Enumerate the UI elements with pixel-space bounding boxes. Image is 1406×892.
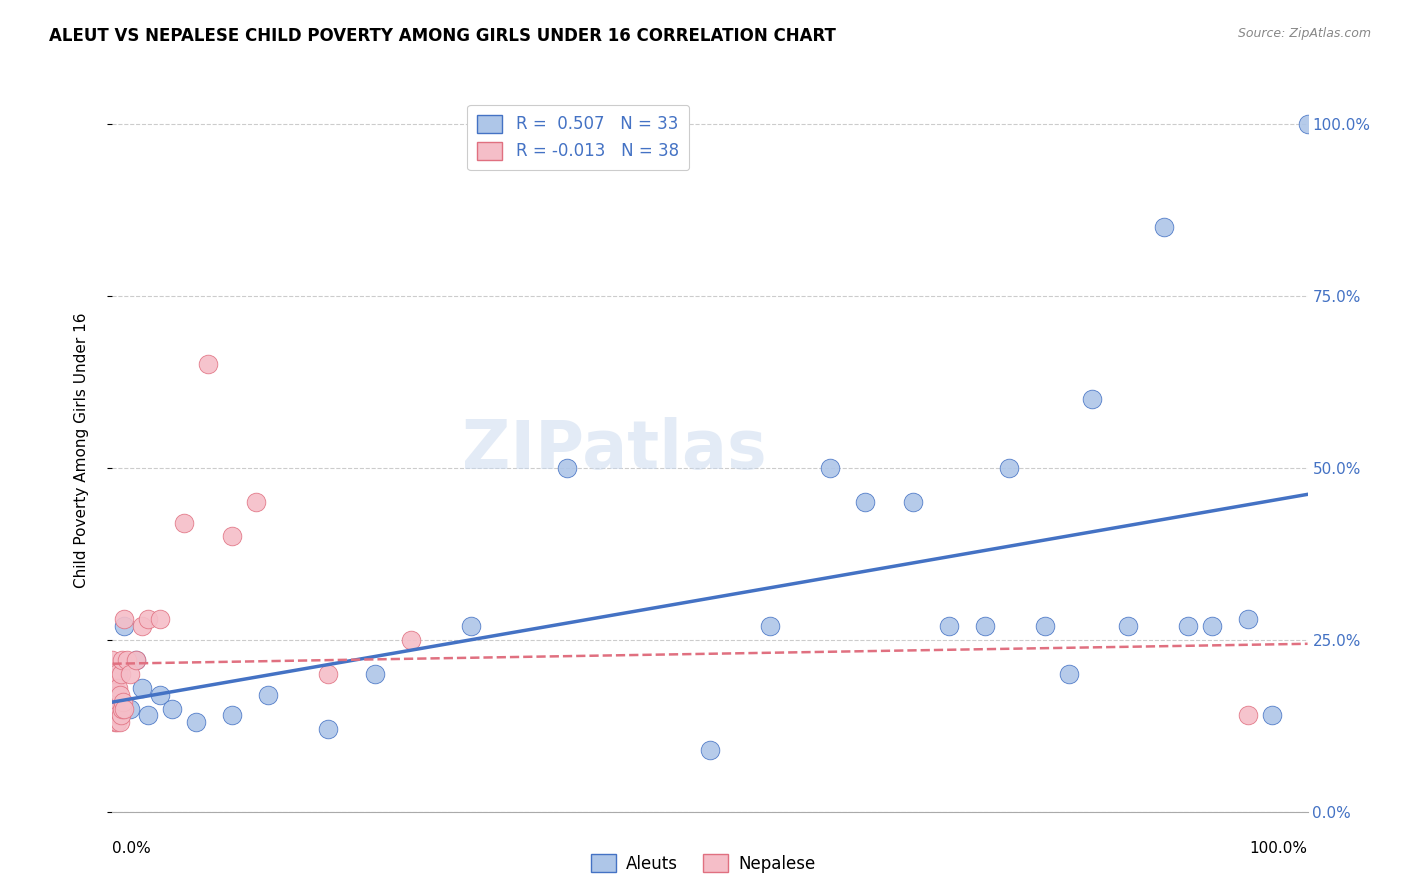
Point xyxy=(555,460,578,475)
Point xyxy=(105,715,128,730)
Point xyxy=(1177,619,1199,633)
Point xyxy=(114,619,135,633)
Point xyxy=(186,715,208,730)
Point xyxy=(316,722,339,736)
Text: ALEUT VS NEPALESE CHILD POVERTY AMONG GIRLS UNDER 16 CORRELATION CHART: ALEUT VS NEPALESE CHILD POVERTY AMONG GI… xyxy=(49,27,837,45)
Point xyxy=(131,619,153,633)
Point xyxy=(221,708,243,723)
Point xyxy=(998,460,1021,475)
Point xyxy=(699,743,721,757)
Point xyxy=(903,495,925,509)
Point xyxy=(101,667,124,681)
Point xyxy=(105,708,128,723)
Point xyxy=(107,708,129,723)
Point xyxy=(101,673,124,688)
Point xyxy=(818,460,841,475)
Point xyxy=(112,695,135,709)
Point xyxy=(401,632,423,647)
Text: 100.0%: 100.0% xyxy=(1250,840,1308,855)
Point xyxy=(759,619,782,633)
Legend: R =  0.507   N = 33, R = -0.013   N = 38: R = 0.507 N = 33, R = -0.013 N = 38 xyxy=(467,104,689,170)
Point xyxy=(1296,117,1319,131)
Text: Source: ZipAtlas.com: Source: ZipAtlas.com xyxy=(1237,27,1371,40)
Point xyxy=(938,619,960,633)
Point xyxy=(1057,667,1080,681)
Point xyxy=(103,708,125,723)
Point xyxy=(974,619,997,633)
Text: 0.0%: 0.0% xyxy=(112,840,152,855)
Point xyxy=(105,701,128,715)
Point xyxy=(105,667,128,681)
Point xyxy=(101,688,124,702)
Point xyxy=(1033,619,1056,633)
Point xyxy=(1118,619,1140,633)
Text: ZIPatlas: ZIPatlas xyxy=(463,417,766,483)
Point xyxy=(105,688,128,702)
Point xyxy=(114,612,135,626)
Point xyxy=(110,667,132,681)
Point xyxy=(316,667,339,681)
Point xyxy=(111,701,134,715)
Point xyxy=(111,653,134,667)
Y-axis label: Child Poverty Among Girls Under 16: Child Poverty Among Girls Under 16 xyxy=(75,313,89,588)
Point xyxy=(115,653,138,667)
Point xyxy=(104,681,127,695)
Point xyxy=(110,708,132,723)
Point xyxy=(120,667,142,681)
Point xyxy=(101,701,124,715)
Point xyxy=(107,667,129,681)
Point xyxy=(108,688,131,702)
Point xyxy=(1153,219,1175,234)
Point xyxy=(460,619,482,633)
Point xyxy=(245,495,267,509)
Point xyxy=(108,715,131,730)
Point xyxy=(107,681,129,695)
Point xyxy=(1261,708,1284,723)
Point xyxy=(125,653,148,667)
Point xyxy=(197,358,219,372)
Point xyxy=(1237,612,1260,626)
Point xyxy=(257,688,280,702)
Point xyxy=(120,701,142,715)
Point xyxy=(149,612,172,626)
Point xyxy=(855,495,877,509)
Legend: Aleuts, Nepalese: Aleuts, Nepalese xyxy=(585,847,821,880)
Point xyxy=(1237,708,1260,723)
Point xyxy=(149,688,172,702)
Point xyxy=(103,695,125,709)
Point xyxy=(1081,392,1104,406)
Point xyxy=(364,667,387,681)
Point xyxy=(125,653,148,667)
Point xyxy=(162,701,183,715)
Point xyxy=(104,715,127,730)
Point xyxy=(114,701,135,715)
Point xyxy=(138,612,160,626)
Point xyxy=(1201,619,1223,633)
Point xyxy=(221,529,243,543)
Point xyxy=(131,681,153,695)
Point xyxy=(138,708,160,723)
Point xyxy=(173,516,195,530)
Point xyxy=(101,653,124,667)
